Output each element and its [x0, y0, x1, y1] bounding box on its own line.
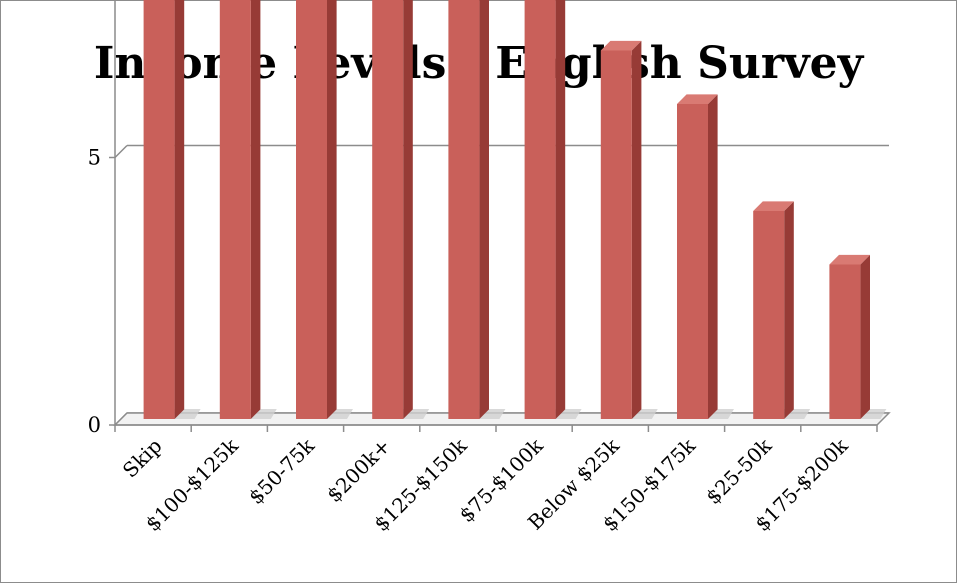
- bar: [296, 0, 327, 419]
- bar-side: [860, 254, 870, 419]
- bar: [677, 104, 708, 419]
- bar-top: [753, 201, 794, 211]
- bar-side: [479, 0, 489, 419]
- bar: [600, 50, 632, 419]
- bar-side: [403, 0, 413, 419]
- bar-side: [327, 0, 337, 419]
- bar-top: [677, 94, 718, 104]
- bar-side: [784, 201, 794, 419]
- bar: [448, 0, 480, 419]
- bar-side: [174, 0, 185, 419]
- x-tick-label: $50-75k: [244, 433, 320, 509]
- bar-side: [555, 0, 566, 419]
- bar-top: [829, 254, 870, 265]
- x-tick-label: $200k+: [322, 434, 395, 507]
- gridline-diagonal: [114, 144, 128, 159]
- bar: [753, 211, 785, 419]
- bar: [372, 0, 404, 419]
- bar-top: [600, 40, 642, 51]
- y-tick-label: 5: [88, 146, 101, 170]
- y-tick-label: 0: [88, 413, 101, 437]
- bar: [219, 0, 251, 419]
- bar: [524, 0, 556, 419]
- x-tick-label: Skip: [118, 434, 167, 483]
- bar-side: [250, 0, 261, 419]
- bar-side: [708, 94, 718, 420]
- bar: [143, 0, 175, 419]
- bar: [829, 264, 861, 419]
- bar-side: [631, 40, 642, 420]
- x-tick-label: $25-50k: [701, 433, 777, 509]
